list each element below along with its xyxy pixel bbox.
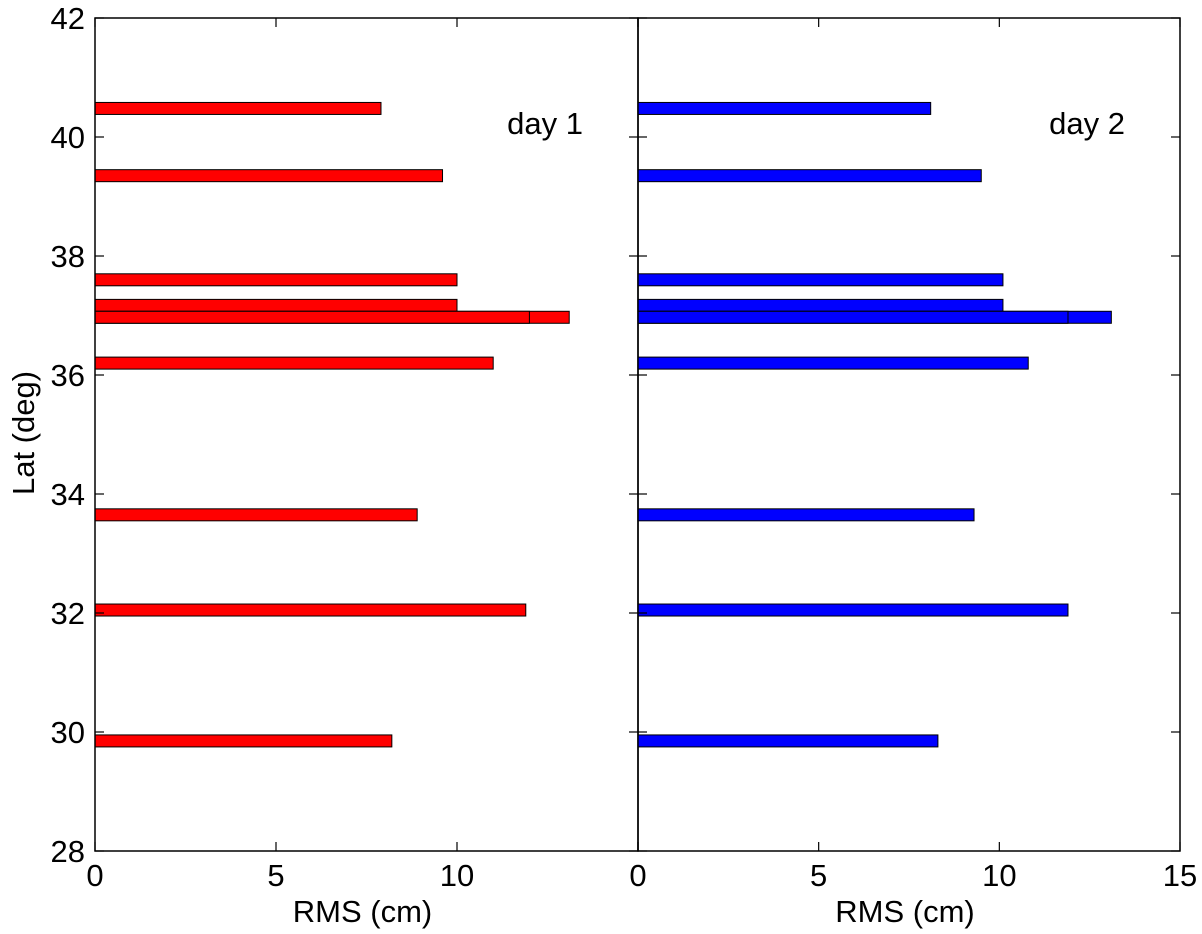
bar-10 — [637, 734, 939, 748]
x-tick-label: 10 — [982, 858, 1016, 893]
x-axis-label: RMS (cm) — [293, 894, 432, 929]
bar-3 — [94, 273, 458, 287]
x-tick-label: 0 — [629, 858, 646, 893]
bar-9 — [94, 603, 527, 617]
x-tick-label: 5 — [810, 858, 827, 893]
y-tick-label: 42 — [51, 1, 85, 36]
panel-2: 0 5 10 15 RMS (cm) day 2 — [629, 17, 1197, 929]
panel-frame — [94, 17, 639, 852]
x-tick-label: 5 — [267, 858, 284, 893]
x-tick-label: 10 — [440, 858, 474, 893]
bar-10 — [94, 734, 393, 748]
bar-7 — [94, 356, 494, 370]
bar-9 — [637, 603, 1069, 617]
bar-1 — [637, 101, 932, 115]
panel-label: day 1 — [507, 106, 583, 141]
bar-1 — [94, 101, 382, 115]
y-tick-label: 40 — [51, 120, 85, 155]
y-tick-label: 28 — [51, 834, 85, 869]
panel-label: day 2 — [1049, 106, 1125, 141]
bar-8 — [637, 508, 975, 522]
x-tick-label: 15 — [1163, 858, 1197, 893]
bar-3 — [637, 273, 1004, 287]
x-axis-label: RMS (cm) — [835, 894, 974, 929]
y-tick-label: 32 — [51, 596, 85, 631]
panel-frame — [637, 17, 1181, 852]
bar-2 — [94, 169, 444, 183]
y-tick-label: 36 — [51, 358, 85, 393]
bar-6 — [94, 310, 530, 324]
y-tick-label: 38 — [51, 239, 85, 274]
y-tick-label: 30 — [51, 715, 85, 750]
bar-2 — [637, 169, 982, 183]
bar-7 — [637, 356, 1029, 370]
bar-4 — [94, 298, 458, 312]
bar-6 — [637, 310, 1069, 324]
y-axis-label: Lat (deg) — [6, 371, 41, 495]
y-tick-label: 34 — [51, 477, 85, 512]
bar-4 — [637, 298, 1004, 312]
x-tick-label: 0 — [86, 858, 103, 893]
bar-8 — [94, 508, 418, 522]
